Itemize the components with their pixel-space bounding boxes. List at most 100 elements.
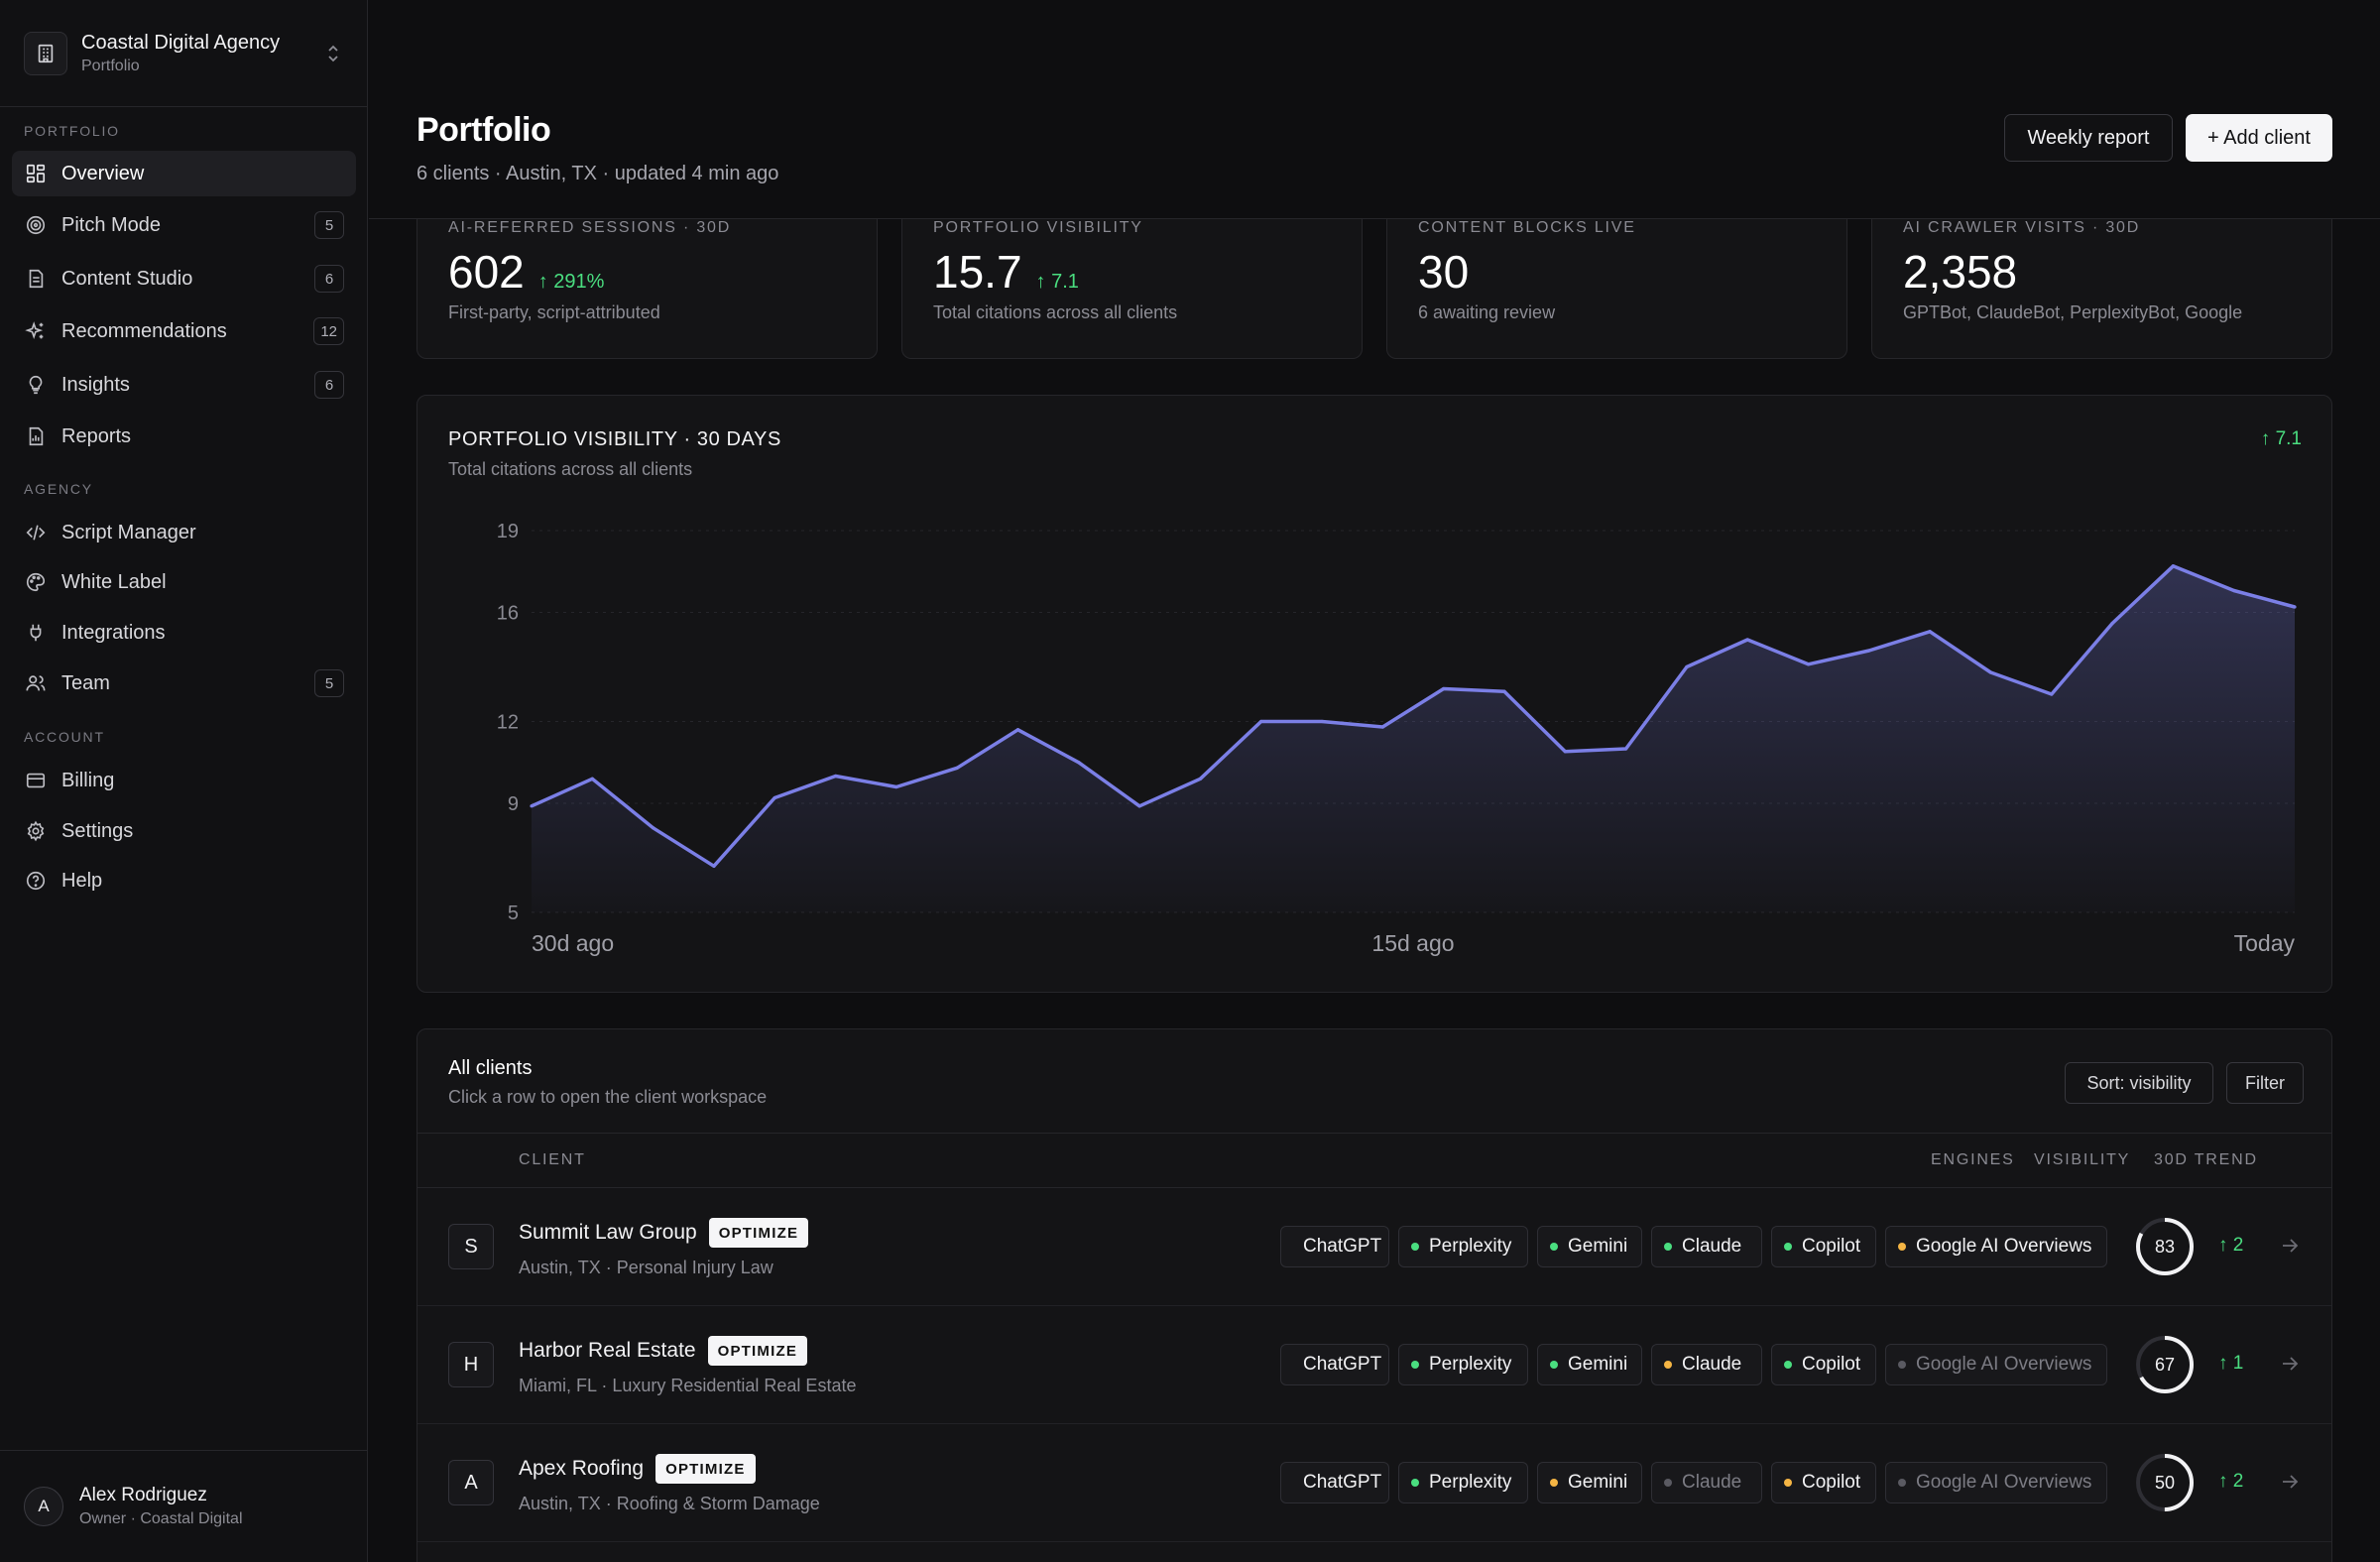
arrow-right-icon[interactable] (2278, 1470, 2302, 1494)
status-dot-icon (1784, 1361, 1792, 1369)
add-client-button[interactable]: + Add client (2186, 114, 2332, 162)
sidebar-item-help[interactable]: Help (12, 858, 356, 903)
data-point (2293, 605, 2297, 609)
sidebar-item-label: Integrations (61, 621, 166, 644)
count-badge: 6 (314, 265, 344, 293)
data-point (1988, 670, 1993, 674)
sidebar-item-label: Insights (61, 373, 130, 396)
sidebar-item-team[interactable]: Team 5 (12, 661, 356, 706)
stat-number: 15.7 (933, 246, 1022, 298)
clients-title: All clients (448, 1057, 533, 1079)
sidebar-item-settings[interactable]: Settings (12, 808, 356, 854)
engine-chip: Claude (1651, 1226, 1762, 1267)
status-dot-icon (1664, 1361, 1672, 1369)
x-tick-label: 15d ago (1371, 930, 1454, 956)
y-tick-label: 5 (508, 902, 519, 924)
filter-button[interactable]: Filter (2226, 1062, 2304, 1104)
visibility-gauge: 83 (2136, 1218, 2194, 1275)
data-point (1198, 777, 1203, 781)
data-point (1745, 638, 1749, 642)
table-row[interactable]: S Summit Law Group OPTIMIZE Austin, TX · Pe… (417, 1188, 2331, 1306)
table-row[interactable]: H Harbor Real Estate OPTIMIZE Miami, FL · L… (417, 1306, 2331, 1424)
sidebar-item-pitch-mode[interactable]: Pitch Mode 5 (12, 202, 356, 248)
client-name: Summit Law Group OPTIMIZE (519, 1218, 809, 1248)
grid-icon (24, 162, 48, 185)
org-switcher[interactable]: Coastal Digital Agency Portfolio (0, 0, 367, 107)
gauge-value: 67 (2155, 1355, 2175, 1375)
engine-chip: Google AI Overviews (1885, 1462, 2107, 1503)
chevron-up-down-icon[interactable] (323, 42, 343, 65)
sidebar-item-integrations[interactable]: Integrations (12, 610, 356, 656)
engine-chip: Google AI Overviews (1885, 1344, 2107, 1385)
page-header: Portfolio 6 clients · Austin, TX · updat… (369, 0, 2380, 219)
section-label-portfolio: PORTFOLIO (24, 123, 120, 139)
status-dot-icon (1784, 1479, 1792, 1487)
client-name: Apex Roofing OPTIMIZE (519, 1454, 756, 1484)
chart-title: PORTFOLIO VISIBILITY · 30 DAYS (448, 428, 781, 450)
table-row[interactable]: A Apex Roofing OPTIMIZE Austin, TX · Roofin… (417, 1424, 2331, 1542)
status-dot-icon (1784, 1243, 1792, 1251)
stat-label: CONTENT BLOCKS LIVE (1418, 219, 1636, 236)
y-tick-label: 9 (508, 793, 519, 815)
status-dot-icon (1411, 1479, 1419, 1487)
client-avatar: H (448, 1342, 494, 1387)
sidebar-item-insights[interactable]: Insights 6 (12, 362, 356, 408)
sidebar-item-label: Billing (61, 769, 115, 791)
stat-value: 15.7 ↑ 7.1 (933, 245, 1079, 299)
col-engines: ENGINES (1931, 1151, 2015, 1168)
stat-value: 30 (1418, 245, 1469, 299)
count-badge: 5 (314, 211, 344, 239)
sidebar-item-white-label[interactable]: White Label (12, 559, 356, 605)
weekly-report-button[interactable]: Weekly report (2004, 114, 2173, 162)
data-point (773, 795, 776, 800)
table-header: CLIENT ENGINES VISIBILITY 30D TREND (417, 1133, 2331, 1188)
sidebar-item-content-studio[interactable]: Content Studio 6 (12, 256, 356, 301)
client-avatar: A (448, 1460, 494, 1505)
user-menu[interactable]: A Alex Rodriguez Owner · Coastal Digital (0, 1450, 368, 1562)
section-label-agency: AGENCY (24, 481, 93, 497)
stat-card-content-blocks: CONTENT BLOCKS LIVE 30 6 awaiting review (1386, 219, 1847, 359)
data-point (1806, 662, 1811, 666)
arrow-right-icon[interactable] (2278, 1352, 2302, 1376)
stat-number: 2,358 (1903, 246, 2018, 298)
engine-chip: Perplexity (1398, 1344, 1528, 1385)
engine-chip: Claude (1651, 1344, 1762, 1385)
y-tick-label: 12 (497, 712, 519, 734)
engine-chip: Copilot (1771, 1344, 1876, 1385)
col-client: CLIENT (519, 1151, 586, 1168)
engine-label: Claude (1682, 1236, 1742, 1257)
status-dot-icon (1411, 1243, 1419, 1251)
target-icon (24, 213, 48, 237)
org-name: Coastal Digital Agency (81, 31, 281, 54)
sidebar-item-overview[interactable]: Overview (12, 151, 356, 196)
sort-button[interactable]: Sort: visibility (2065, 1062, 2213, 1104)
sidebar-item-label: Overview (61, 162, 145, 184)
avatar: A (24, 1487, 63, 1526)
visibility-gauge: 67 (2136, 1336, 2194, 1393)
sidebar-item-billing[interactable]: Billing (12, 758, 356, 803)
sidebar-item-recommendations[interactable]: Recommendations 12 (12, 308, 356, 354)
data-point (1077, 761, 1081, 765)
engine-chip: Claude (1651, 1462, 1762, 1503)
engine-label: Perplexity (1429, 1236, 1512, 1257)
client-name-text: Apex Roofing (519, 1457, 645, 1480)
sidebar-item-label: Recommendations (61, 319, 227, 342)
sidebar-item-script-manager[interactable]: Script Manager (12, 510, 356, 555)
engine-label: Google AI Overviews (1916, 1236, 2092, 1257)
sidebar-item-label: Settings (61, 819, 134, 842)
status-dot-icon (1898, 1479, 1906, 1487)
status-dot-icon (1550, 1479, 1558, 1487)
data-point (712, 864, 716, 868)
stat-delta: ↑ 291% (537, 271, 605, 293)
visibility-chart-panel: PORTFOLIO VISIBILITY · 30 DAYS Total cit… (416, 395, 2332, 993)
stat-note: 6 awaiting review (1418, 302, 1556, 322)
arrow-right-icon[interactable] (2278, 1234, 2302, 1258)
data-point (2232, 588, 2236, 593)
data-point (1259, 719, 1263, 724)
gauge-value: 83 (2155, 1237, 2175, 1257)
engine-chip: Google AI Overviews (1885, 1226, 2107, 1267)
client-location: Miami, FL · Luxury Residential Real Esta… (519, 1376, 857, 1395)
sidebar-item-reports[interactable]: Reports (12, 414, 356, 459)
data-point (2171, 564, 2175, 568)
engine-chip: Copilot (1771, 1226, 1876, 1267)
